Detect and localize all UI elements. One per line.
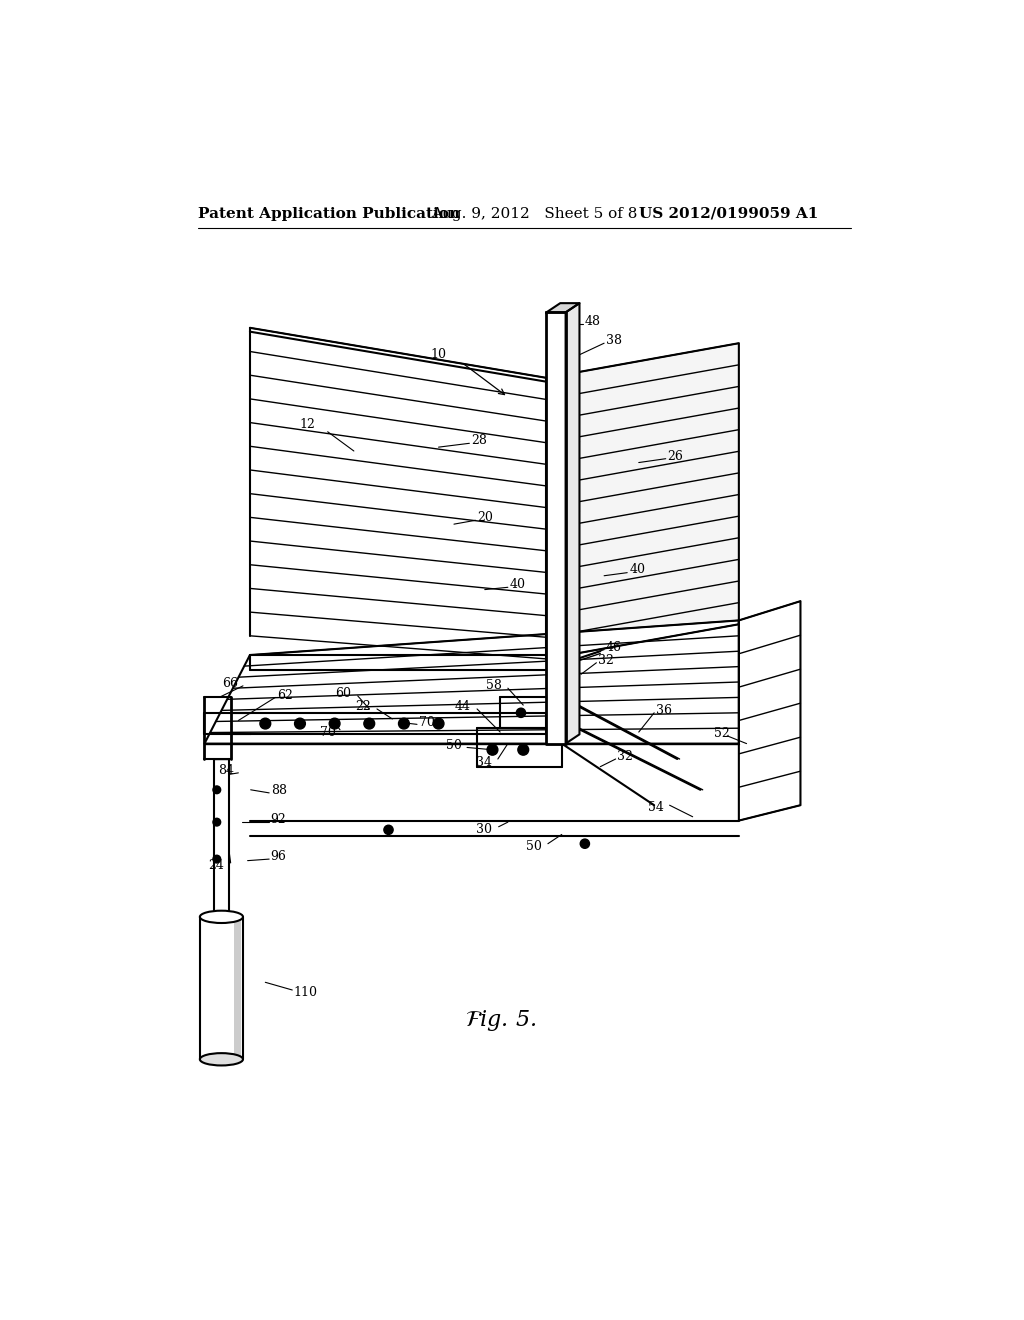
Polygon shape [565, 304, 580, 743]
Text: 10: 10 [431, 348, 446, 362]
Circle shape [260, 718, 270, 729]
Text: US 2012/0199059 A1: US 2012/0199059 A1 [639, 207, 818, 220]
Circle shape [433, 718, 444, 729]
Text: 96: 96 [270, 850, 287, 863]
Text: 70: 70 [319, 726, 336, 739]
Text: 40: 40 [630, 564, 645, 576]
Text: 92: 92 [270, 813, 287, 826]
Circle shape [487, 744, 498, 755]
Text: 52: 52 [714, 727, 730, 741]
Text: 38: 38 [606, 334, 623, 347]
Circle shape [516, 708, 525, 718]
Text: 12: 12 [299, 417, 315, 430]
Circle shape [295, 718, 305, 729]
Text: 66: 66 [222, 677, 239, 690]
Text: 32: 32 [598, 653, 613, 667]
Text: 44: 44 [455, 700, 471, 713]
Polygon shape [547, 304, 580, 313]
Text: 60: 60 [336, 686, 351, 700]
Text: 26: 26 [668, 450, 683, 463]
Text: 32: 32 [617, 750, 633, 763]
Text: $\mathcal{F}$ig. 5.: $\mathcal{F}$ig. 5. [465, 1008, 536, 1034]
Ellipse shape [200, 1053, 243, 1065]
Text: 50: 50 [445, 739, 462, 751]
Circle shape [398, 718, 410, 729]
Text: 48: 48 [585, 315, 601, 329]
Text: 20: 20 [477, 511, 493, 524]
Text: 24: 24 [209, 859, 224, 871]
Text: 28: 28 [471, 434, 486, 447]
Circle shape [518, 744, 528, 755]
Circle shape [213, 785, 220, 793]
Text: 110: 110 [294, 986, 317, 999]
Text: 22: 22 [355, 700, 371, 713]
Text: 84: 84 [218, 764, 234, 777]
Polygon shape [547, 313, 565, 743]
Polygon shape [205, 620, 739, 743]
Text: Patent Application Publication: Patent Application Publication [199, 207, 461, 220]
Circle shape [581, 840, 590, 849]
Text: 30: 30 [476, 824, 493, 837]
Text: 54: 54 [648, 801, 665, 814]
Text: 50: 50 [526, 840, 542, 853]
Circle shape [213, 855, 220, 863]
Bar [233, 917, 242, 1059]
Text: 88: 88 [270, 784, 287, 797]
Ellipse shape [200, 911, 243, 923]
Circle shape [213, 818, 220, 826]
Text: 58: 58 [485, 680, 502, 693]
Polygon shape [739, 601, 801, 821]
Text: 70: 70 [419, 715, 434, 729]
Text: 46: 46 [605, 640, 622, 653]
Text: 36: 36 [655, 704, 672, 717]
Polygon shape [547, 343, 739, 659]
Circle shape [330, 718, 340, 729]
Text: 62: 62 [276, 689, 293, 702]
Text: Aug. 9, 2012   Sheet 5 of 8: Aug. 9, 2012 Sheet 5 of 8 [431, 207, 637, 220]
Circle shape [364, 718, 375, 729]
Circle shape [384, 825, 393, 834]
Text: 34: 34 [476, 756, 493, 770]
Text: 40: 40 [509, 578, 525, 591]
